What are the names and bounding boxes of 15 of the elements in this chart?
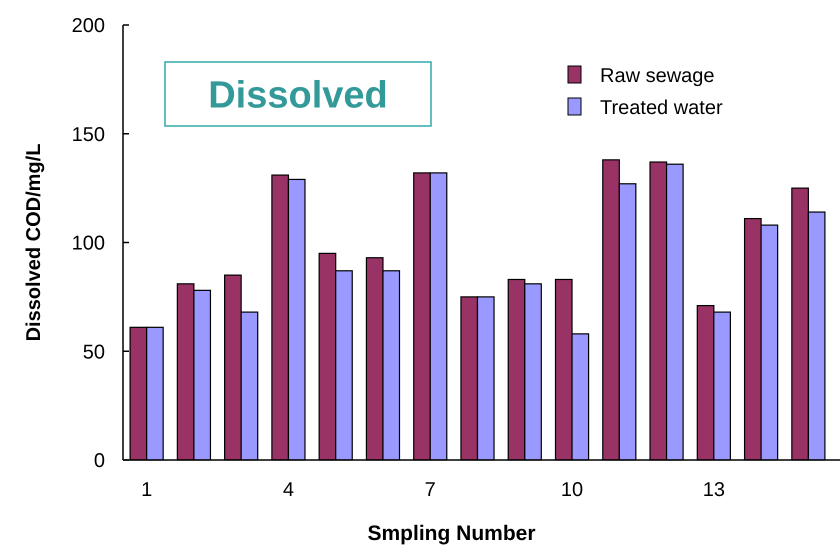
text: Dissolved [208,74,388,116]
x-tick-label: 7 [424,479,436,501]
x-tick-label: 10 [560,479,584,501]
legend-label: Raw sewage [600,65,715,87]
x-axis-title: Smpling Number [367,522,536,545]
y-tick-label: 50 [82,341,105,364]
y-tick-label: 200 [72,15,105,37]
y-tick-label: 100 [72,232,105,254]
x-tick-label: 13 [702,479,725,501]
y-tick-label: 150 [72,124,105,146]
x-tick-label: 4 [282,479,294,501]
y-axis-title: Dissolved COD/mg/L [23,144,45,342]
y-tick-label: 0 [94,450,105,472]
legend-label: Treated water [600,97,723,119]
x-tick-label: 1 [141,479,152,501]
